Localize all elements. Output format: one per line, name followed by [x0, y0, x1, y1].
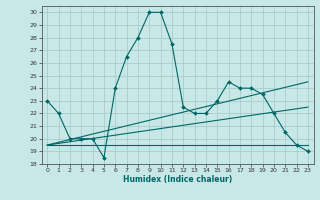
- X-axis label: Humidex (Indice chaleur): Humidex (Indice chaleur): [123, 175, 232, 184]
